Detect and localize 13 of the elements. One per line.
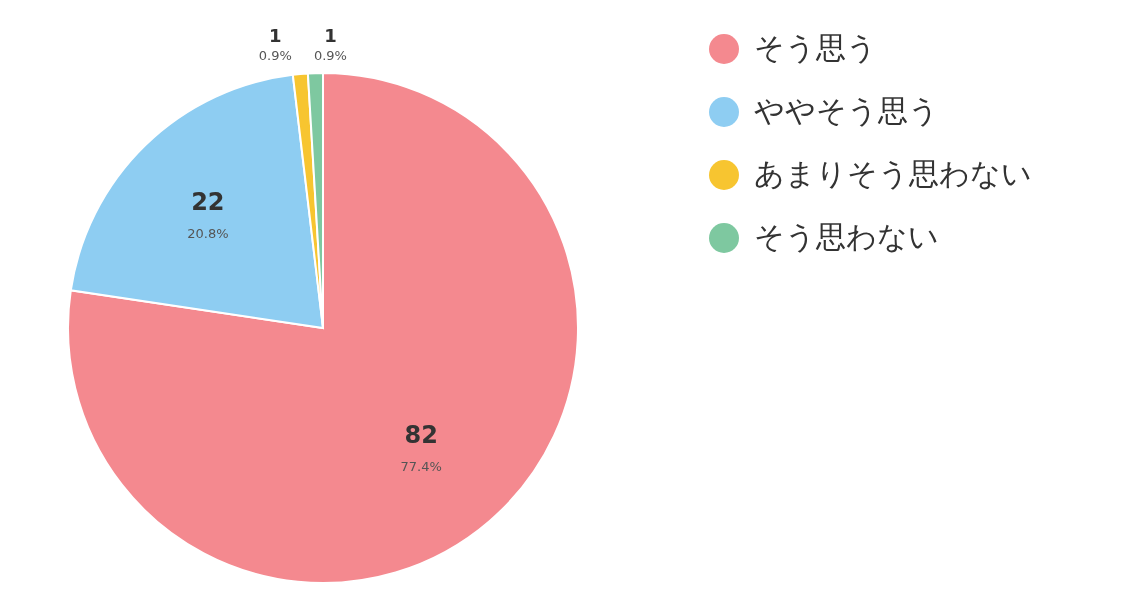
data-label: 22: [191, 187, 225, 216]
legend-label: あまりそう思わない: [754, 155, 1032, 193]
legend-label: そう思う: [754, 29, 877, 67]
legend-label: ややそう思う: [754, 92, 939, 130]
data-label: 1: [324, 25, 337, 46]
text: 0.9%: [313, 48, 347, 63]
pie-slice: [67, 72, 579, 584]
text: 77.4%: [400, 458, 442, 474]
data-label: 82: [404, 420, 438, 449]
legend-label: そう思わない: [754, 218, 939, 256]
data-label: 1: [269, 25, 282, 46]
text: 20.8%: [187, 225, 229, 241]
text: 0.9%: [258, 48, 292, 63]
